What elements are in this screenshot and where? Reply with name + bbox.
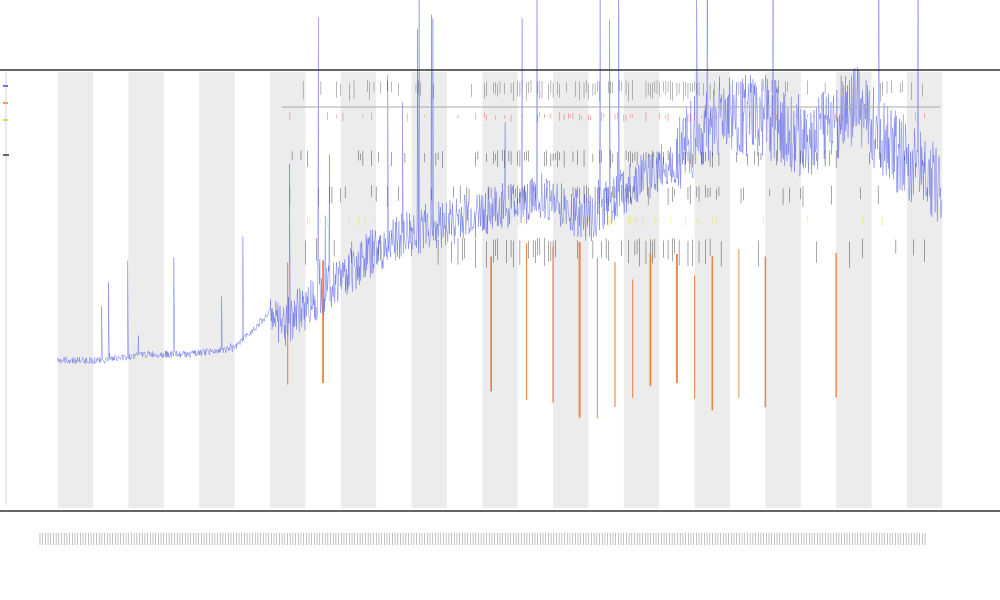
band-8 — [623, 72, 660, 508]
band-4 — [340, 72, 377, 508]
band-2 — [199, 72, 235, 508]
series-line — [57, 0, 943, 365]
series-group — [57, 0, 943, 365]
band-7 — [553, 72, 589, 508]
spike-lines — [287, 242, 837, 419]
legend — [3, 85, 9, 156]
marker-row-1 — [302, 80, 923, 102]
marker-row-2 — [291, 150, 925, 168]
band-1 — [128, 72, 164, 508]
band-12 — [906, 72, 943, 508]
band-0 — [57, 72, 94, 508]
band-11 — [836, 72, 872, 508]
band-6 — [482, 72, 518, 508]
event-marker-rows — [289, 80, 925, 268]
x-tick-labels — [39, 533, 926, 545]
band-5 — [411, 72, 447, 508]
marker-row-4 — [305, 238, 925, 268]
